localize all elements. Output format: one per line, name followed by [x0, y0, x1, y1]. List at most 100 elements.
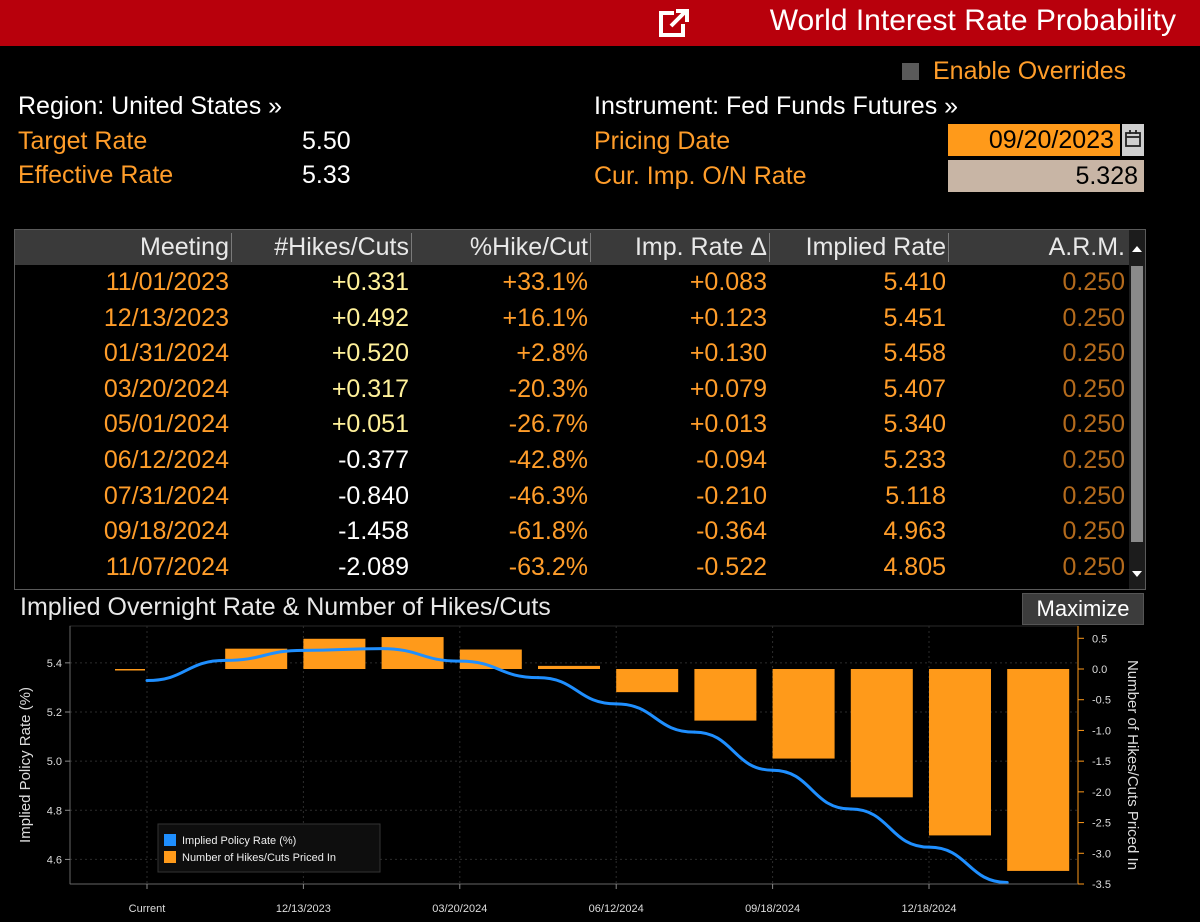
cell-hikes-cuts: -2.089 [338, 552, 409, 581]
legend-swatch-hikes [164, 851, 176, 863]
cell-meeting: 11/01/2023 [105, 268, 229, 296]
cell-pct-hike-cut: -46.3% [508, 481, 588, 510]
launch-icon[interactable] [658, 8, 690, 38]
rate-point [458, 659, 462, 663]
table-row[interactable]: 11/01/2023 +0.331 +33.1% +0.083 5.410 0.250 [15, 265, 1129, 301]
cell-arm: 0.250 [1062, 374, 1125, 403]
on-rate-field[interactable]: 5.328 [948, 160, 1144, 192]
col-header-hikes-cuts[interactable]: #Hikes/Cuts [274, 233, 409, 261]
cell-implied-rate: 4.963 [883, 517, 946, 546]
table-row[interactable]: 11/07/2024 -2.089 -63.2% -0.522 4.805 0.250 [15, 550, 1129, 586]
y2-tick-label: -2.0 [1092, 787, 1111, 799]
cell-hikes-cuts: -1.458 [338, 517, 409, 546]
page-title: World Interest Rate Probability [769, 4, 1176, 37]
effective-rate-value: 5.33 [302, 161, 351, 189]
cell-arm: 0.250 [1062, 446, 1125, 474]
col-header-arm[interactable]: A.R.M. [1048, 233, 1125, 261]
cell-implied-rate: 5.407 [883, 374, 946, 403]
y2-tick-label: 0.0 [1092, 664, 1107, 676]
table-row[interactable]: 07/31/2024 -0.840 -46.3% -0.210 5.118 0.250 [15, 479, 1129, 515]
y2-tick-label: -1.0 [1092, 725, 1111, 737]
table-row[interactable]: 09/18/2024 -1.458 -61.8% -0.364 4.963 0.250 [15, 514, 1129, 550]
cell-imp-rate-delta: +0.130 [689, 339, 767, 368]
overrides-checkbox[interactable] [902, 63, 919, 80]
cell-imp-rate-delta: -0.364 [696, 517, 767, 546]
col-header-imp-rate-delta[interactable]: Imp. Rate Δ [634, 233, 767, 261]
cell-hikes-cuts: +0.492 [331, 303, 409, 332]
overrides-label: Enable Overrides [933, 57, 1127, 85]
y2-tick-label: -3.5 [1092, 879, 1111, 891]
cell-imp-rate-delta: -0.094 [696, 446, 767, 474]
chart-bar [929, 669, 991, 836]
cell-imp-rate-delta: +0.079 [689, 374, 767, 403]
table-row[interactable]: 03/20/2024 +0.317 -20.3% +0.079 5.407 0.250 [15, 372, 1129, 408]
rate-point [536, 676, 540, 680]
calendar-button[interactable] [1122, 124, 1144, 156]
chart-bar [459, 649, 522, 669]
col-header-pct-hike-cut[interactable]: %Hike/Cut [469, 233, 588, 261]
y-tick-label: 4.6 [47, 854, 62, 866]
maximize-button[interactable]: Maximize [1022, 593, 1144, 625]
effective-rate-label: Effective Rate [18, 161, 174, 189]
cell-meeting: 06/12/2024 [103, 446, 229, 474]
cell-pct-hike-cut: +33.1% [502, 268, 589, 296]
rate-point [301, 648, 305, 652]
pricing-date-input[interactable]: 09/20/2023 [948, 124, 1120, 156]
x-tick-label: 03/20/2024 [432, 903, 487, 915]
scroll-thumb[interactable] [1131, 266, 1143, 542]
rate-point [614, 702, 618, 706]
table-row[interactable]: 05/01/2024 +0.051 -26.7% +0.013 5.340 0.250 [15, 407, 1129, 443]
y2-tick-label: -2.5 [1092, 818, 1111, 830]
legend-label-hikes: Number of Hikes/Cuts Priced In [182, 852, 336, 864]
cell-meeting: 07/31/2024 [103, 481, 229, 510]
cell-pct-hike-cut: +2.8% [516, 339, 588, 368]
rate-point [849, 807, 853, 811]
cell-meeting: 01/31/2024 [103, 339, 229, 368]
cell-meeting: 11/07/2024 [105, 552, 229, 581]
rate-point [1005, 881, 1009, 885]
table-row[interactable]: 06/12/2024 -0.377 -42.8% -0.094 5.233 0.250 [15, 443, 1129, 479]
cell-imp-rate-delta: -0.522 [696, 552, 767, 581]
cell-hikes-cuts: -0.377 [338, 446, 409, 474]
table-row[interactable]: 12/13/2023 +0.492 +16.1% +0.123 5.451 0.250 [15, 301, 1129, 337]
target-rate-value: 5.50 [302, 127, 351, 155]
scroll-down-icon[interactable] [1131, 567, 1143, 581]
instrument-selector[interactable]: Instrument: Fed Funds Futures » [594, 92, 959, 120]
legend-label-rate: Implied Policy Rate (%) [182, 835, 296, 847]
x-tick-label: 12/18/2024 [901, 903, 956, 915]
calendar-icon [1125, 130, 1141, 147]
cell-implied-rate: 4.805 [883, 552, 946, 581]
region-selector[interactable]: Region: United States » [18, 92, 283, 120]
rate-point [223, 658, 227, 662]
x-tick-label: 09/18/2024 [745, 903, 800, 915]
cell-implied-rate: 5.340 [883, 410, 946, 439]
scroll-up-icon[interactable] [1131, 242, 1143, 256]
chart-bar [772, 669, 835, 759]
cell-meeting: 03/20/2024 [103, 374, 229, 403]
legend-box [157, 823, 381, 873]
y-tick-label: 5.2 [47, 707, 62, 719]
rate-line [146, 647, 1008, 885]
cell-meeting: 09/18/2024 [103, 517, 229, 546]
cell-imp-rate-delta: -0.210 [696, 481, 767, 510]
col-header-meeting[interactable]: Meeting [140, 233, 229, 261]
table-scrollbar[interactable] [1129, 230, 1145, 589]
cell-pct-hike-cut: +16.1% [502, 303, 589, 332]
rate-point [380, 647, 384, 651]
chart-bar [303, 638, 366, 669]
cell-pct-hike-cut: -26.7% [508, 410, 588, 439]
cell-implied-rate: 5.451 [883, 303, 946, 332]
cell-pct-hike-cut: -42.8% [508, 446, 588, 474]
table-header: Meeting #Hikes/Cuts %Hike/Cut Imp. Rate … [15, 230, 1129, 265]
meetings-table: Meeting #Hikes/Cuts %Hike/Cut Imp. Rate … [14, 229, 1146, 590]
cell-pct-hike-cut: -61.8% [508, 517, 588, 546]
legend-swatch-rate [164, 834, 176, 846]
y2-tick-label: -1.5 [1092, 756, 1111, 768]
cell-meeting: 05/01/2024 [103, 410, 229, 439]
x-tick-label: 06/12/2024 [589, 903, 644, 915]
cell-hikes-cuts: +0.051 [331, 410, 409, 439]
target-rate-label: Target Rate [18, 127, 148, 155]
rate-point [927, 845, 931, 849]
table-row[interactable]: 01/31/2024 +0.520 +2.8% +0.130 5.458 0.250 [15, 336, 1129, 372]
col-header-implied-rate[interactable]: Implied Rate [805, 233, 946, 261]
